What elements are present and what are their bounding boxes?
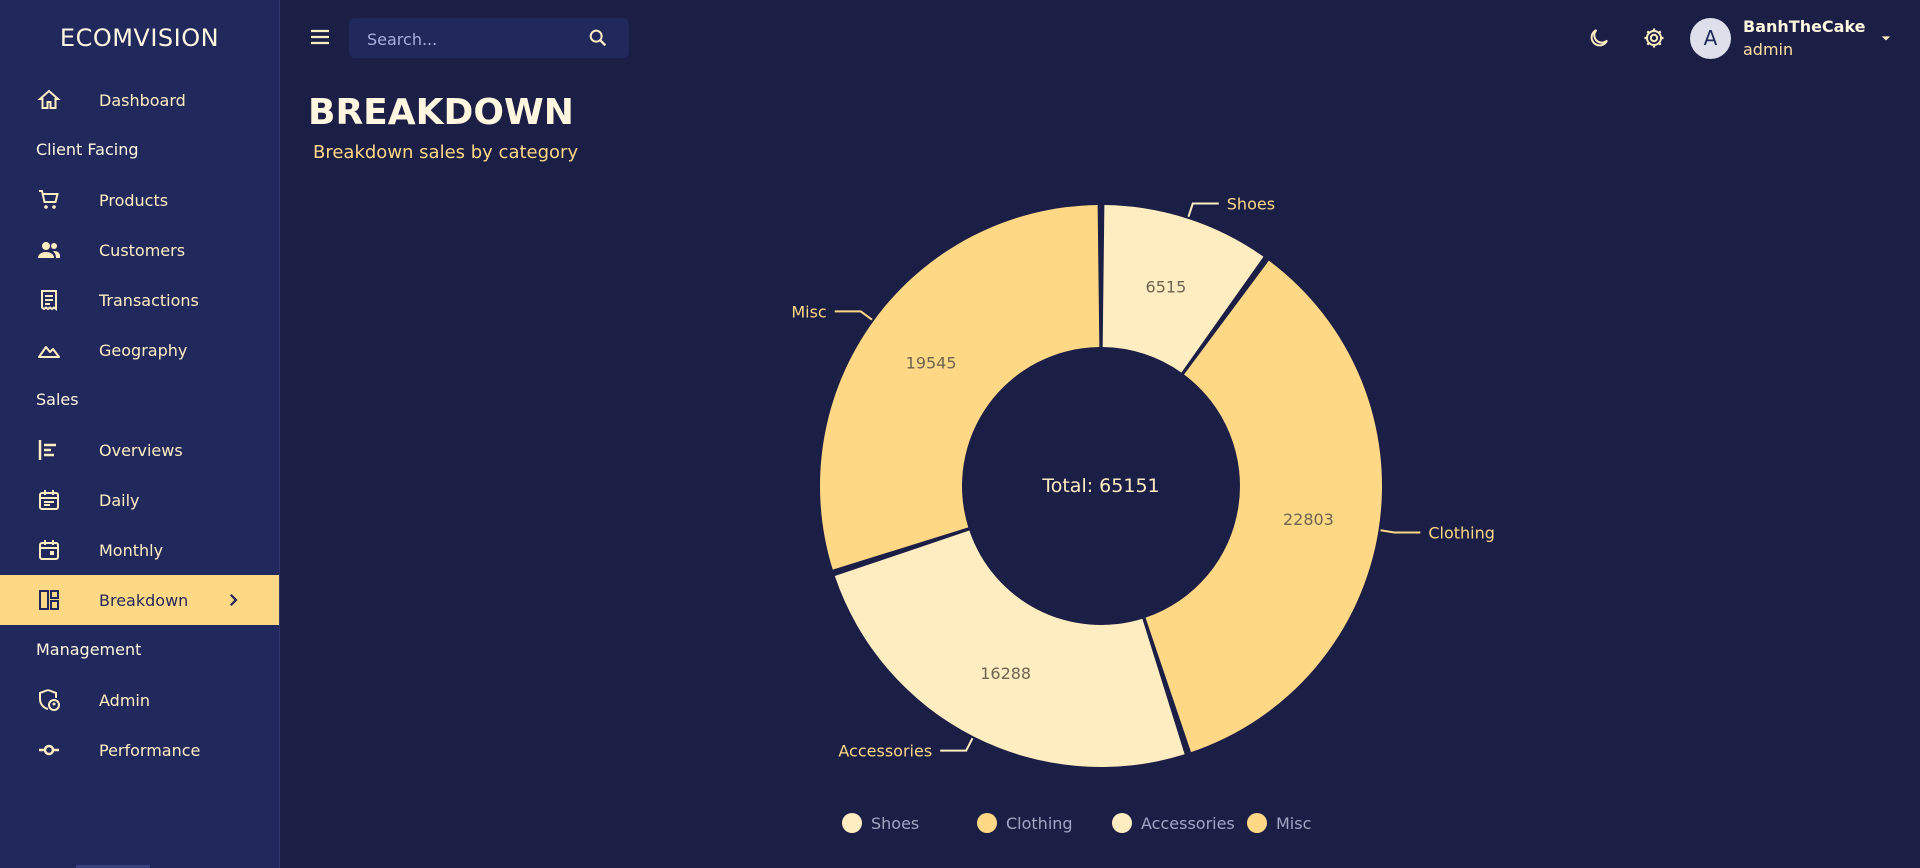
slice-leader-line [834,310,873,321]
slice-category-label: Clothing [1428,523,1495,542]
commit-icon [39,744,59,756]
sidebar-item-breakdown[interactable]: Breakdown [0,575,279,625]
sidebar-item-label: Geography [99,340,188,360]
sidebar-item-label: Admin [99,690,150,710]
slice-accessories[interactable] [834,530,1185,768]
bar-chart-icon [38,440,56,460]
slice-category-label: Misc [791,302,826,321]
sidebar-item-dashboard[interactable]: Dashboard [0,75,279,125]
sidebar: ECOMVISION Dashboard Client Facing Produ… [0,0,280,868]
avatar[interactable]: A [1690,18,1731,59]
sidebar-item-products[interactable]: Products [0,175,279,225]
brand-logo[interactable]: ECOMVISION [59,23,220,52]
legend-item-accessories[interactable]: Accessories [1112,813,1235,833]
slice-clothing[interactable] [1145,260,1382,753]
top-bar: A BanhTheCake admin [281,0,1920,75]
slice-shoes[interactable] [1102,205,1264,373]
dark-mode-icon[interactable] [1587,26,1611,50]
admin-shield-icon [39,689,60,711]
legend-item-misc[interactable]: Misc [1247,813,1311,833]
legend-swatch [1247,813,1267,833]
sidebar-item-performance[interactable]: Performance [0,725,279,775]
gear-icon[interactable] [1642,26,1666,50]
sidebar-item-label: Overviews [99,440,183,460]
legend-label: Accessories [1141,814,1235,833]
page-title: BREAKDOWN [308,92,574,133]
sidebar-item-admin[interactable]: Admin [0,675,279,725]
sidebar-item-label: Breakdown [99,590,189,610]
donut-center-total: Total: 65151 [1041,475,1159,497]
arrow-drop-down-icon[interactable] [1876,28,1896,48]
legend-swatch [977,813,997,833]
sidebar-item-label: Transactions [99,290,199,310]
sidebar-item-overviews[interactable]: Overviews [0,425,279,475]
slice-value-label: 16288 [980,664,1031,683]
page-subtitle: Breakdown sales by category [313,142,579,163]
sidebar-section-management: Management [36,640,142,659]
search-input[interactable] [365,18,579,60]
sidebar-item-daily[interactable]: Daily [0,475,279,525]
sidebar-item-geography[interactable]: Geography [0,325,279,375]
user-role: admin [1743,40,1794,59]
legend-swatch [1112,813,1132,833]
slice-category-label: Accessories [838,742,932,761]
search-icon[interactable] [587,27,609,49]
menu-icon[interactable] [307,25,333,49]
sidebar-item-label: Customers [99,240,186,260]
legend-swatch [842,813,862,833]
slice-leader-line [1187,202,1219,218]
calendar-icon [39,490,59,510]
chevron-right-icon [229,593,238,607]
sidebar-item-label: Performance [99,740,201,760]
groups-icon [38,242,60,258]
search-box [349,18,629,60]
legend-item-clothing[interactable]: Clothing [977,813,1073,833]
receipt-icon [41,290,57,311]
calendar-month-icon [39,540,59,560]
slice-category-label: Shoes [1227,195,1275,214]
user-name: BanhTheCake [1743,17,1866,36]
sidebar-section-sales: Sales [36,390,79,409]
legend-label: Shoes [871,814,919,833]
sidebar-item-transactions[interactable]: Transactions [0,275,279,325]
legend-label: Clothing [1006,814,1073,833]
slice-value-label: 22803 [1283,510,1334,529]
slice-leader-line [940,737,974,752]
shopping-cart-icon [39,190,59,209]
sidebar-item-label: Dashboard [99,90,186,110]
home-icon [37,89,61,109]
legend-label: Misc [1276,814,1311,833]
sidebar-item-customers[interactable]: Customers [0,225,279,275]
sidebar-item-label: Daily [99,490,140,510]
sidebar-item-label: Products [99,190,169,210]
slice-value-label: 19545 [906,354,957,373]
slice-leader-line [1380,529,1421,534]
horizontal-scrollbar[interactable] [76,865,150,868]
sidebar-section-client-facing: Client Facing [36,140,139,159]
sidebar-item-label: Monthly [99,540,164,560]
terrain-icon [38,346,60,358]
dashboard-layout-icon [39,590,59,610]
slice-misc[interactable] [820,205,1100,570]
sidebar-item-monthly[interactable]: Monthly [0,525,279,575]
legend-item-shoes[interactable]: Shoes [842,813,919,833]
slice-value-label: 6515 [1146,277,1187,296]
